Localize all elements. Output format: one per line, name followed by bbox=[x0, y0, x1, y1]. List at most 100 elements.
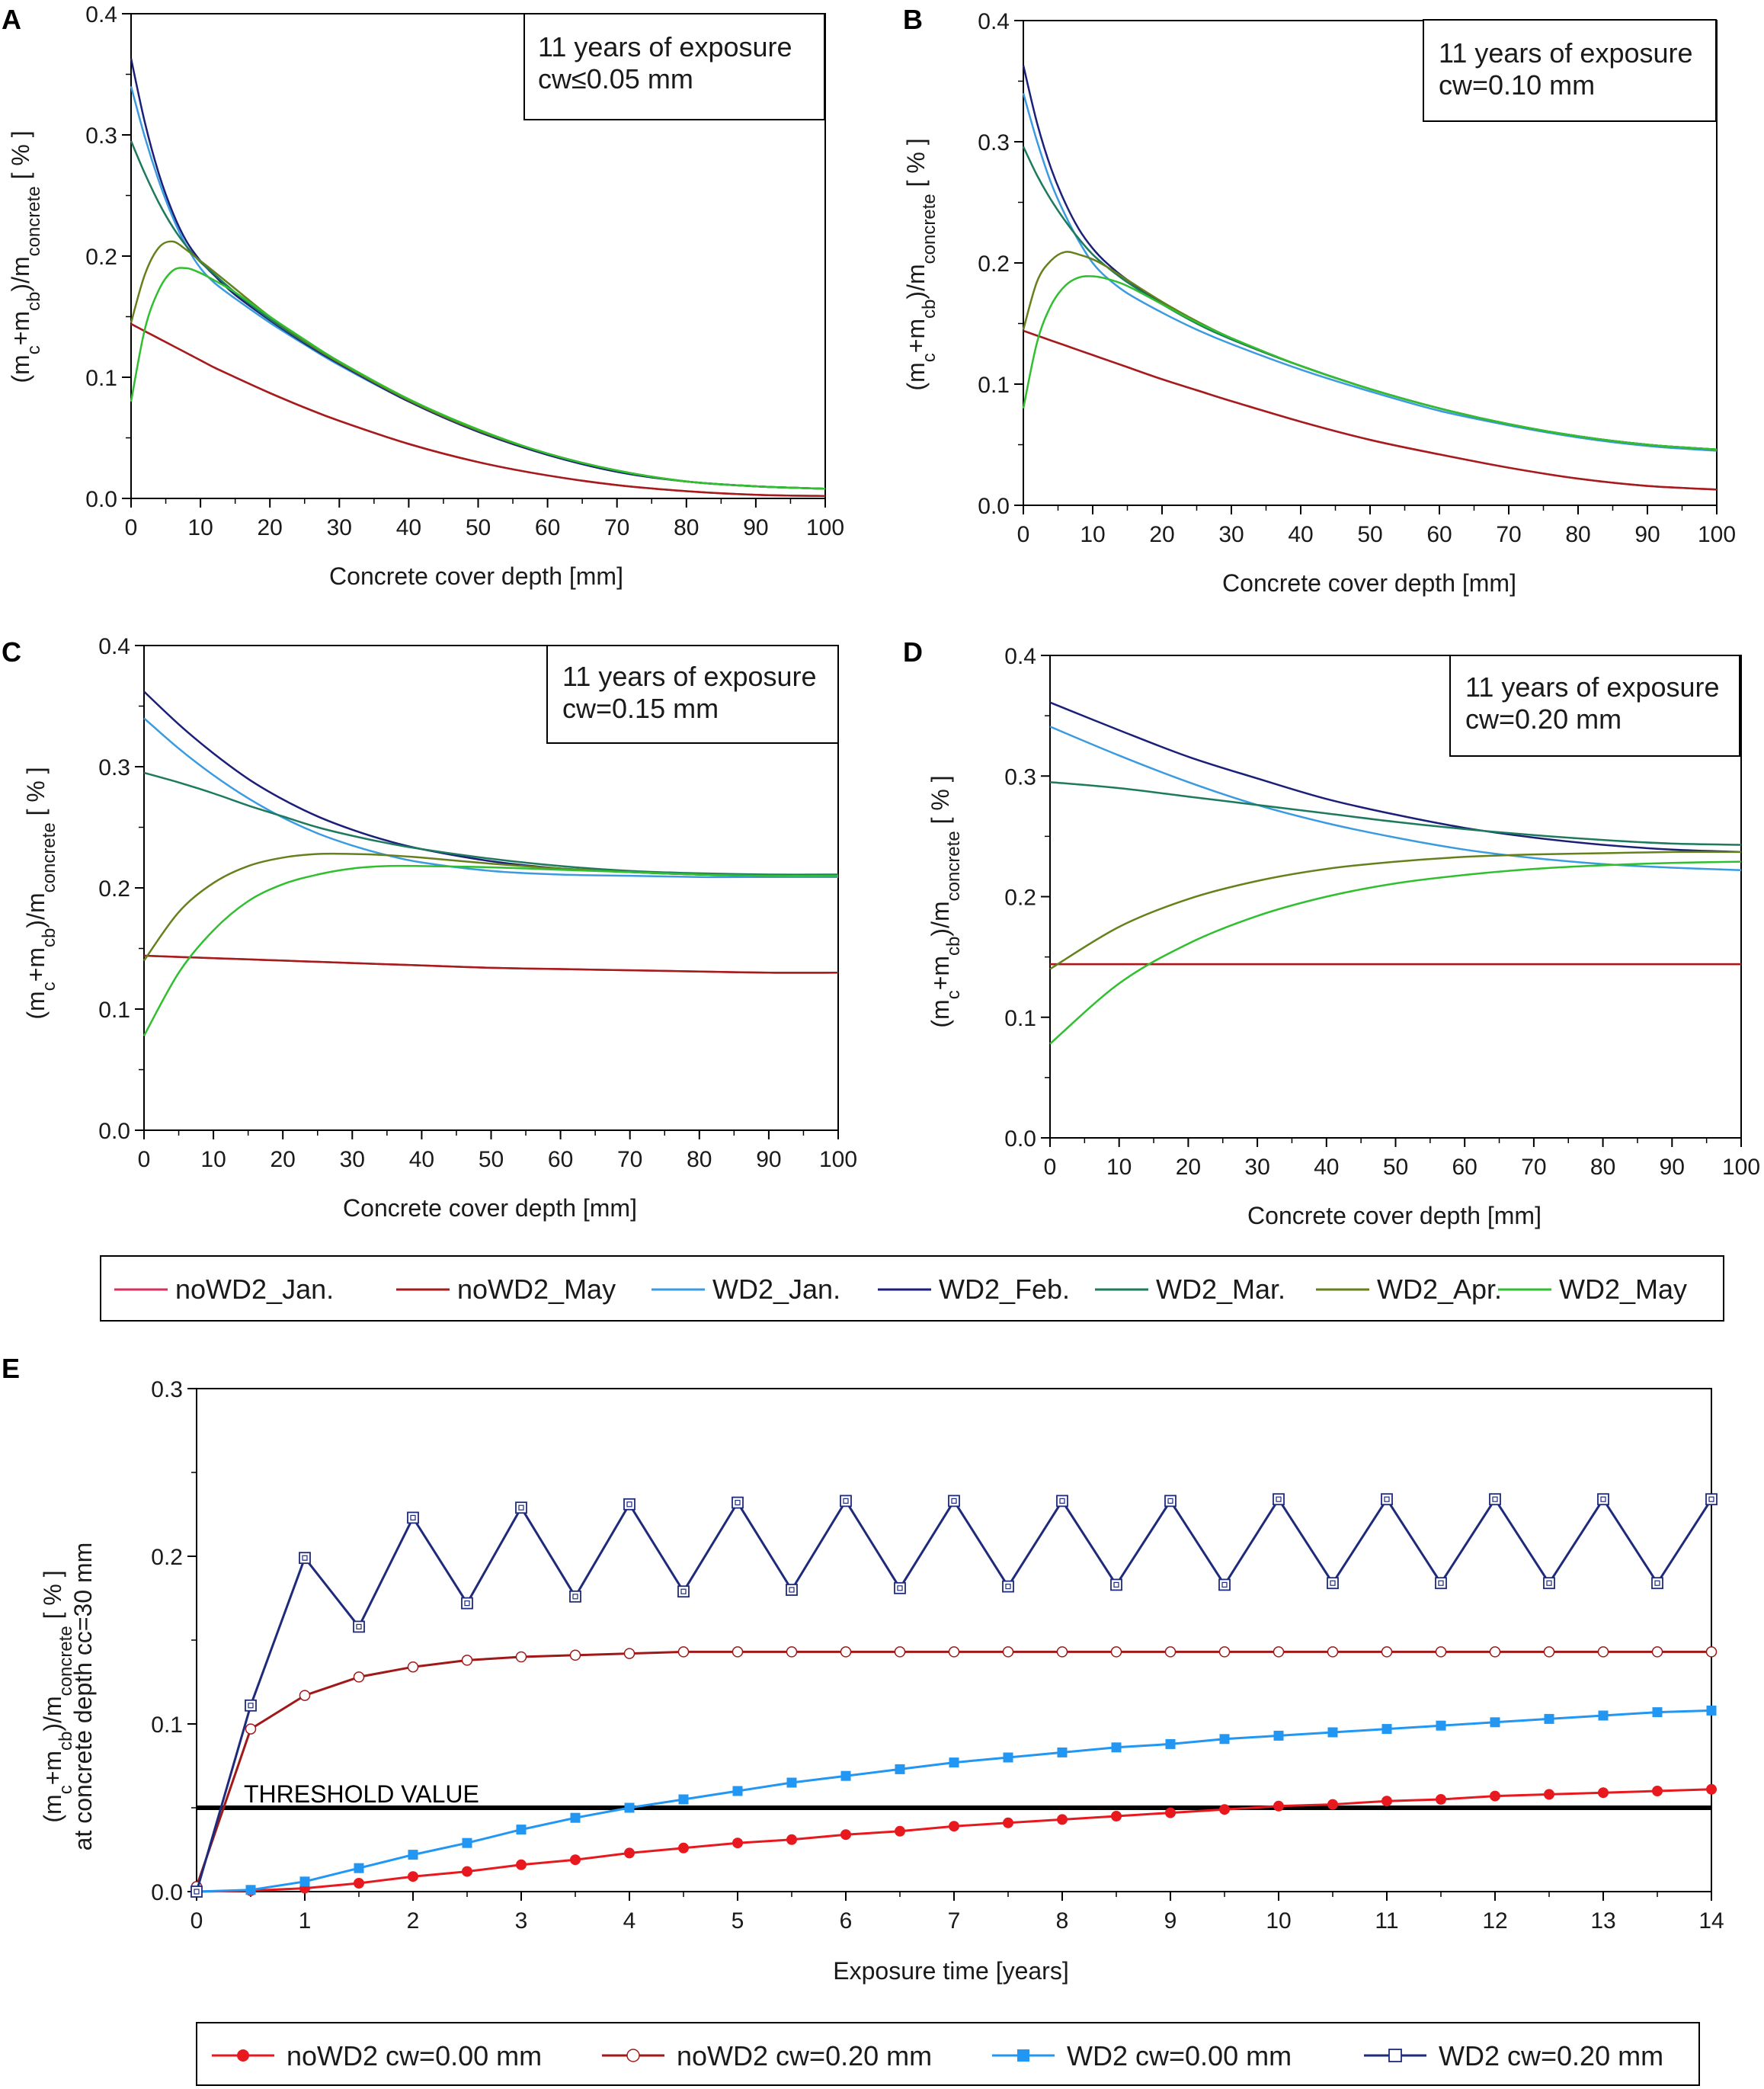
panel-d-plot bbox=[1049, 701, 1742, 1045]
panel-e-point-navy-inner bbox=[843, 1498, 849, 1504]
panel-d-ytick-label: 0.0 bbox=[1004, 1126, 1036, 1152]
panel-e-point-darkred bbox=[1327, 1646, 1339, 1658]
panel-c-xtick-label: 30 bbox=[340, 1147, 365, 1172]
threshold-label: THRESHOLD VALUE bbox=[244, 1780, 479, 1808]
panel-b: B 0 10 20 30 40 50 60 70 80 90 1000.00.10.20.30.4 … bbox=[902, 4, 1736, 597]
panel-e-xtick-label: 14 bbox=[1698, 1908, 1724, 1934]
panel-a-ytick-label: 0.0 bbox=[85, 487, 117, 512]
panel-a-xtick-label: 0 bbox=[125, 515, 138, 540]
panel-b-xtick-label: 60 bbox=[1426, 522, 1452, 547]
panel-e-point-navy bbox=[894, 1581, 906, 1594]
panel-e-point-red bbox=[840, 1829, 851, 1841]
panel-e-point-navy-inner bbox=[1708, 1496, 1714, 1502]
panel-e-point-darkred bbox=[569, 1649, 581, 1661]
panel-c-ytick-label: 0.4 bbox=[98, 634, 130, 659]
panel-c-ytick-label: 0.2 bbox=[98, 876, 130, 902]
panel-e-point-darkred bbox=[1002, 1646, 1014, 1658]
panel-e-point-navy-inner bbox=[1492, 1496, 1498, 1502]
legend-top-label-WD2_Mar: WD2_Mar. bbox=[1156, 1274, 1285, 1305]
panel-e-point-navy bbox=[1164, 1495, 1177, 1507]
panel-d-xlabel: Concrete cover depth [mm] bbox=[1247, 1202, 1541, 1229]
panel-e-point-darkred bbox=[1056, 1646, 1068, 1658]
panel-letter-b: B bbox=[903, 4, 923, 35]
legend-top-label-WD2_Apr: WD2_Apr. bbox=[1377, 1274, 1502, 1305]
panel-e-point-red bbox=[1436, 1794, 1446, 1805]
panel-e-xtick-label: 8 bbox=[1056, 1908, 1069, 1934]
panel-e-point-blue bbox=[1652, 1707, 1663, 1718]
panel-e-point-blue bbox=[1706, 1705, 1717, 1716]
panel-d-annotation-line1: 11 years of exposure bbox=[1465, 671, 1720, 703]
panel-e-point-darkred bbox=[461, 1655, 473, 1666]
panel-e-point-navy-inner bbox=[248, 1703, 254, 1709]
panel-e-point-blue bbox=[408, 1850, 418, 1860]
panel-c-xtick-label: 20 bbox=[271, 1147, 296, 1172]
legend-bottom-marker-red bbox=[237, 2049, 249, 2062]
panel-e-point-darkred bbox=[299, 1690, 311, 1701]
panel-c-xtick-label: 50 bbox=[479, 1147, 504, 1172]
panel-b-ytick-label: 0.4 bbox=[978, 9, 1010, 34]
panel-d-xtick-label: 40 bbox=[1314, 1155, 1339, 1180]
panel-a-ytick-label: 0.1 bbox=[85, 366, 117, 391]
panel-b-series-noWD2_May bbox=[1023, 329, 1718, 491]
panel-e-point-red bbox=[949, 1821, 959, 1832]
panel-e-point-navy bbox=[623, 1498, 635, 1511]
panel-e-point-blue bbox=[624, 1802, 635, 1813]
panel-c-xtick-label: 60 bbox=[548, 1147, 573, 1172]
panel-a-annotation: 11 years of exposure cw≤0.05 mm bbox=[523, 13, 825, 120]
legend-bottom: noWD2 cw=0.00 mm noWD2 cw=0.20 mm WD2 cw=0… bbox=[196, 2022, 1700, 2086]
panel-d-xtick-label: 70 bbox=[1521, 1155, 1546, 1180]
panel-e-xtick-label: 1 bbox=[299, 1908, 312, 1934]
panel-e-xtick-label: 13 bbox=[1590, 1908, 1615, 1934]
panel-e-point-darkred bbox=[245, 1723, 257, 1735]
panel-a-xtick-label: 60 bbox=[535, 515, 560, 540]
panel-e-point-navy bbox=[1435, 1577, 1447, 1590]
panel-c-xtick-label: 10 bbox=[200, 1147, 226, 1172]
panel-d-ytick-label: 0.3 bbox=[1004, 764, 1036, 790]
panel-e-point-red bbox=[1490, 1790, 1500, 1802]
panel-a-xtick-label: 70 bbox=[604, 515, 629, 540]
panel-e-point-blue bbox=[840, 1770, 851, 1781]
legend-top-label-noWD2_Jan: noWD2_Jan. bbox=[175, 1274, 334, 1305]
panel-d-series-WD2_May bbox=[1049, 860, 1742, 1045]
panel-c: C 0 10 20 30 40 50 60 70 80 90 1000.00.10.20.30.4 … bbox=[2, 634, 857, 1222]
panel-e-point-navy-inner bbox=[897, 1585, 903, 1591]
panel-e-xtick-label: 4 bbox=[623, 1908, 636, 1934]
panel-e-xtick-label: 0 bbox=[190, 1908, 203, 1934]
panel-a: A 0 10 20 30 40 50 60 70 80 90 1000.00.10.20.30.4 … bbox=[2, 2, 844, 590]
panel-e-point-blue bbox=[1327, 1727, 1338, 1738]
panel-e-point-red bbox=[786, 1834, 797, 1845]
panel-a-ylabel: (mc+mcb)/mconcrete [ % ] bbox=[7, 130, 44, 383]
panel-a-annotation-line2: cw≤0.05 mm bbox=[538, 63, 693, 95]
panel-a-xtick-label: 80 bbox=[674, 515, 699, 540]
panel-e-point-blue bbox=[462, 1837, 472, 1848]
panel-b-series-WD2_Jan bbox=[1022, 93, 1718, 452]
panel-b-xtick-label: 40 bbox=[1288, 522, 1313, 547]
panel-e-point-blue bbox=[516, 1825, 527, 1835]
panel-e-point-red bbox=[1706, 1783, 1717, 1795]
panel-c-xtick-label: 90 bbox=[756, 1147, 781, 1172]
panel-e-point-red bbox=[1111, 1811, 1122, 1821]
panel-b-xtick-label: 10 bbox=[1080, 522, 1105, 547]
panel-e-point-darkred bbox=[353, 1671, 365, 1683]
panel-e-xtick-label: 5 bbox=[732, 1908, 744, 1934]
panel-e-point-red bbox=[570, 1854, 581, 1866]
panel-e-point-navy bbox=[1543, 1577, 1555, 1590]
legend-bottom-label-red: noWD2 cw=0.00 mm bbox=[287, 2040, 542, 2071]
panel-c-xtick-label: 40 bbox=[409, 1147, 434, 1172]
panel-e-ytick-label: 0.1 bbox=[151, 1713, 183, 1738]
panel-e-point-blue bbox=[895, 1764, 905, 1774]
panel-e-point-blue bbox=[299, 1876, 310, 1887]
panel-e-point-blue bbox=[1436, 1720, 1446, 1731]
panel-d: D 0 10 20 30 40 50 60 70 80 90 1000.00.10.20.30.4 … bbox=[903, 636, 1760, 1229]
panel-d-xtick-label: 10 bbox=[1106, 1155, 1132, 1180]
panel-e-point-red bbox=[732, 1837, 743, 1849]
panel-e-point-red bbox=[895, 1825, 905, 1837]
panel-a-ytick-label: 0.2 bbox=[85, 245, 117, 270]
panel-e: E 0 1 2 3 4 5 6 7 8 9 10 11 12 13 140.00.10.20.3 THRES… bbox=[2, 1353, 1724, 1985]
panel-c-series-WD2_May bbox=[142, 864, 839, 1036]
legend-bottom-marker-navy bbox=[1388, 2049, 1402, 2062]
panel-e-point-navy bbox=[732, 1496, 744, 1509]
panel-e-point-navy bbox=[677, 1585, 690, 1598]
panel-e-point-darkred bbox=[515, 1651, 527, 1663]
panel-b-xtick-label: 50 bbox=[1357, 522, 1382, 547]
